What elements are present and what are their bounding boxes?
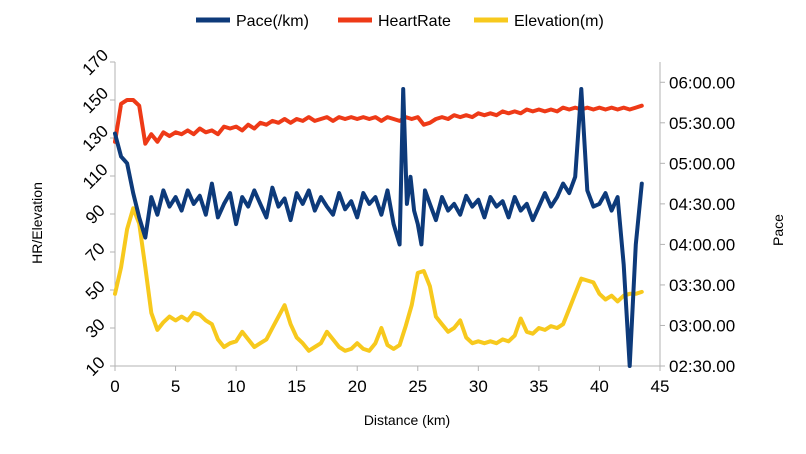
legend-label-elevation: Elevation(m) <box>514 13 604 30</box>
y-right-tick-label: 04:30.00 <box>669 195 735 214</box>
legend-item-elevation[interactable]: Elevation(m) <box>474 13 604 30</box>
x-tick-label: 35 <box>529 377 548 396</box>
y-right-tick-label: 05:00.00 <box>669 154 735 173</box>
legend: Pace(/km) HeartRate Elevation(m) <box>196 13 604 30</box>
y-left-tick-label: 90 <box>82 201 109 228</box>
y-right-tick-label: 04:00.00 <box>669 235 735 254</box>
y-left-tick-label: 50 <box>82 277 109 304</box>
x-tick-label: 10 <box>227 377 246 396</box>
y-left-ticks: 10 30 50 70 90 110 130 150 170 <box>79 46 115 380</box>
series-line-heartrate <box>113 98 644 146</box>
y-left-tick-label: 130 <box>79 122 112 155</box>
y-right-tick-label: 03:00.00 <box>669 316 735 335</box>
x-tick-label: 5 <box>171 377 180 396</box>
legend-item-pace[interactable]: Pace(/km) <box>196 13 309 30</box>
series-line-elevation <box>113 206 644 353</box>
legend-item-heartrate[interactable]: HeartRate <box>338 13 451 30</box>
y-axis-right-title: Pace <box>770 214 786 246</box>
y-axis-left-title: HR/Elevation <box>29 182 45 264</box>
legend-label-pace: Pace(/km) <box>236 13 309 30</box>
x-tick-label: 15 <box>287 377 306 396</box>
x-axis-title: Distance (km) <box>364 412 450 428</box>
y-right-tick-label: 02:30.00 <box>669 357 735 376</box>
y-left-tick-label: 10 <box>82 353 109 380</box>
x-tick-label: 20 <box>348 377 367 396</box>
x-tick-label: 45 <box>651 377 670 396</box>
legend-label-heartrate: HeartRate <box>378 13 451 30</box>
y-right-tick-label: 05:30.00 <box>669 114 735 133</box>
y-left-tick-label: 30 <box>82 315 109 342</box>
y-left-tick-label: 70 <box>82 239 109 266</box>
y-left-tick-label: 150 <box>79 84 112 117</box>
y-left-tick-label: 170 <box>79 46 112 79</box>
x-tick-label: 25 <box>408 377 427 396</box>
y-right-ticks: 02:30.00 03:00.00 03:30.00 04:00.00 04:30.00… <box>660 73 735 376</box>
x-tick-label: 30 <box>469 377 488 396</box>
x-tick-label: 40 <box>590 377 609 396</box>
x-tick-label: 0 <box>110 377 119 396</box>
x-ticks: 0 5 10 15 20 25 30 35 40 45 <box>110 366 669 396</box>
y-right-tick-label: 06:00.00 <box>669 73 735 92</box>
plot-area <box>113 87 644 368</box>
series-line-pace <box>113 87 644 368</box>
y-left-tick-label: 110 <box>79 160 112 193</box>
y-right-tick-label: 03:30.00 <box>669 276 735 295</box>
